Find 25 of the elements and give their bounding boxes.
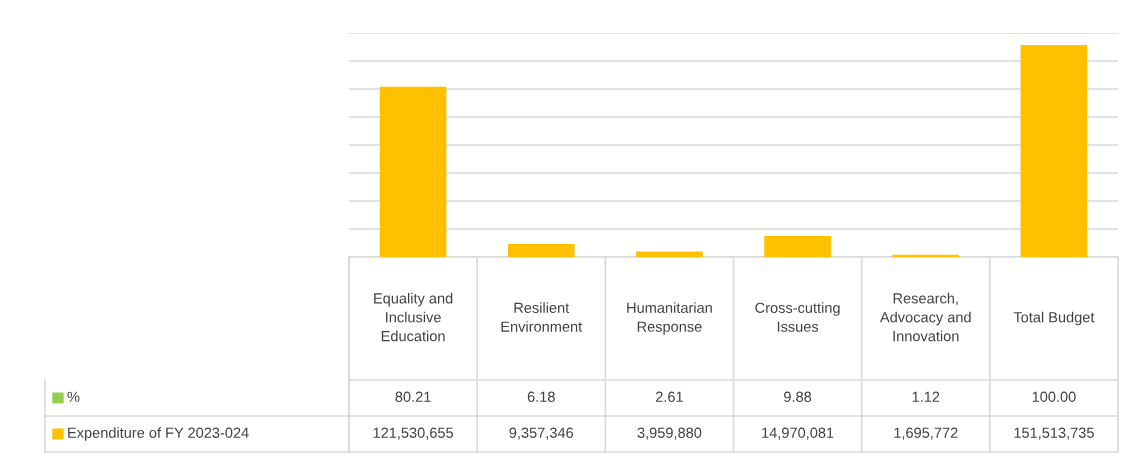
data-label: 6.18 (527, 391, 555, 402)
x-tick-label: Research, Advocacy and Innovation (879, 292, 971, 342)
data-label: 121,530,655 (373, 427, 454, 440)
bar (764, 236, 831, 257)
x-tick-label: Equality and Inclusive Education (374, 292, 453, 342)
data-label: 2.61 (655, 391, 683, 402)
data-label: 9,357,346 (509, 427, 574, 440)
data-label: 1.12 (912, 391, 940, 402)
x-tick-label: Cross-cutting Issues (755, 302, 840, 332)
legend-label: % (67, 391, 80, 402)
data-label: 100.00 (1032, 391, 1076, 402)
data-label: 9.88 (784, 391, 812, 402)
data-label: 1,695,772 (894, 427, 958, 440)
legend-label: Expenditure of FY 2023-024 (68, 427, 249, 441)
data-label: 14,970,081 (762, 427, 834, 440)
bar (1020, 44, 1088, 257)
data-label: 3,959,880 (637, 427, 702, 440)
x-tick-label: Total Budget (1013, 311, 1095, 326)
x-tick-label: Humanitarian Response (627, 302, 712, 335)
data-label: 80.21 (395, 391, 431, 402)
bar (507, 243, 575, 257)
bar (379, 86, 447, 257)
x-tick-label: Resilient Environment (501, 302, 583, 332)
bar (636, 251, 703, 257)
data-label: 151,513,735 (1014, 427, 1094, 440)
